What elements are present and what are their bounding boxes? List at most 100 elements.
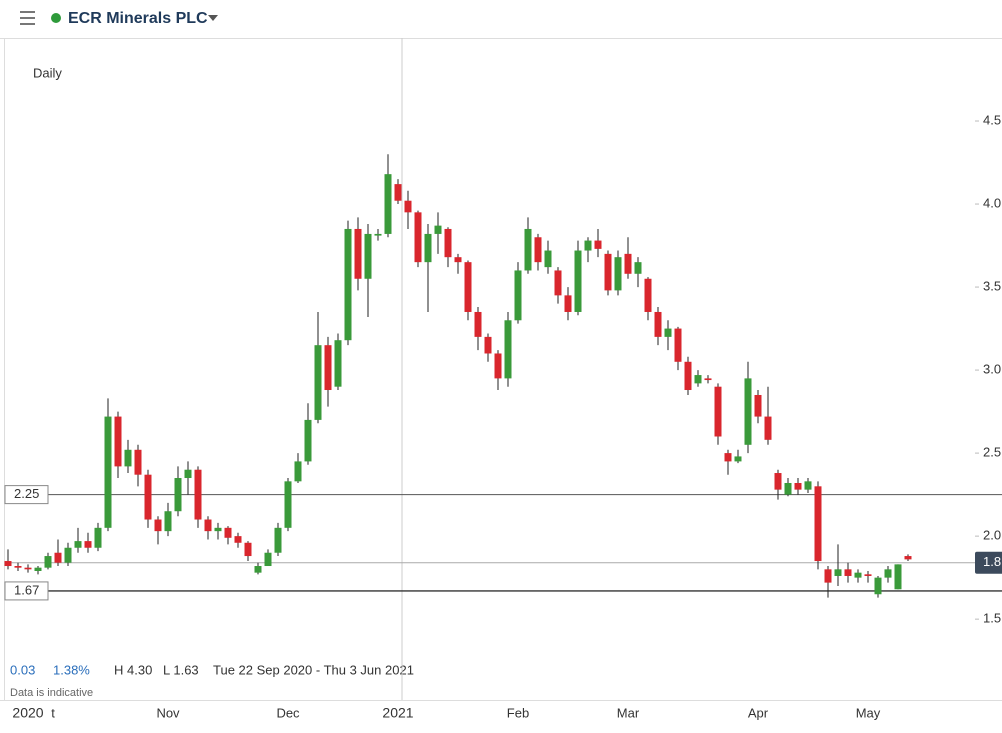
candle-body [724, 453, 732, 462]
y-tick-label: 2.5 [983, 445, 1001, 460]
x-tick-label: Nov [156, 705, 180, 720]
candle-body [874, 577, 882, 595]
candle-body [744, 378, 752, 445]
candle-body [34, 567, 42, 571]
candle-body [184, 469, 192, 479]
candle-body [264, 552, 272, 567]
candle-body [104, 416, 112, 528]
candle-body [54, 552, 62, 563]
candle-body [814, 486, 822, 562]
candle-body [294, 461, 302, 482]
candle-body [474, 311, 482, 337]
candle-body [464, 262, 472, 312]
candle-body [94, 527, 102, 548]
x-tick-label: May [856, 705, 881, 720]
candle-body [364, 233, 372, 279]
candle-body [504, 320, 512, 379]
level-label: 2.25 [14, 486, 39, 501]
candle-body [784, 482, 792, 495]
candle-body [74, 541, 82, 548]
candle-body [4, 561, 12, 567]
candle-body [754, 394, 762, 417]
candle-body [774, 473, 782, 490]
candle-body [664, 328, 672, 337]
candle-body [334, 340, 342, 387]
candle-body [64, 547, 72, 563]
candle-body [554, 270, 562, 296]
candle-body [704, 378, 712, 381]
candle-body [844, 569, 852, 576]
candle-body [764, 416, 772, 440]
candle-body [584, 240, 592, 251]
instrument-title[interactable]: ECR Minerals PLC [68, 10, 208, 27]
candle-body [384, 174, 392, 234]
candle-body [244, 542, 252, 557]
header-bar [0, 0, 1002, 38]
y-tick-label: 1.5 [983, 611, 1001, 626]
y-tick-label: 2.0 [983, 528, 1001, 543]
x-tick-label: Mar [617, 705, 640, 720]
candle-body [494, 353, 502, 379]
candle-body [654, 311, 662, 337]
candle-body [894, 564, 902, 590]
candle-body [444, 228, 452, 258]
candle-body [354, 228, 362, 279]
candle-body [274, 527, 282, 553]
candle-body [674, 328, 682, 362]
dropdown-caret[interactable] [208, 15, 218, 21]
candle-body [374, 233, 382, 236]
candle-body [804, 481, 812, 490]
candle-body [234, 536, 242, 543]
candle-body [174, 478, 182, 512]
menu-icon[interactable] [20, 11, 35, 25]
candle-body [44, 556, 52, 568]
level-box [4, 485, 49, 505]
candle-body [344, 228, 352, 341]
note: Data is indicative [10, 687, 93, 699]
last-price-box [975, 551, 1002, 574]
candle-body [394, 184, 402, 201]
candle-body [624, 253, 632, 274]
candle-body [514, 270, 522, 321]
candle-body [684, 361, 692, 391]
change-pct: 1.38% [53, 662, 90, 677]
candle-body [524, 228, 532, 271]
candle-body [14, 566, 22, 568]
candle-body [304, 419, 312, 462]
candle-body [864, 574, 872, 576]
y-tick-label: 3.5 [983, 279, 1001, 294]
candle-body [734, 456, 742, 462]
candle-body [224, 527, 232, 538]
candle-body [834, 569, 842, 576]
candle-body [634, 262, 642, 274]
status-dot [51, 13, 61, 23]
candle-body [904, 556, 912, 560]
candle-body [144, 474, 152, 520]
candle-body [644, 278, 652, 312]
candle-body [424, 233, 432, 263]
y-tick-label: 3.0 [983, 362, 1001, 377]
candle-body [164, 511, 172, 532]
candle-body [194, 469, 202, 520]
level-label: 1.67 [14, 582, 39, 597]
candle-body [594, 240, 602, 249]
candle-body [614, 257, 622, 291]
candle-body [254, 566, 262, 573]
candle-body [544, 250, 552, 268]
candle-body [534, 237, 542, 263]
candle-body [414, 212, 422, 263]
candle-body [84, 541, 92, 548]
x-tick-label: Dec [276, 705, 300, 720]
candle-body [854, 572, 862, 578]
candle-body [114, 416, 122, 467]
date-range: Tue 22 Sep 2020 - Thu 3 Jun 2021 [213, 662, 414, 677]
high: H 4.30 [114, 662, 152, 677]
candle-body [694, 375, 702, 384]
candle-body [154, 519, 162, 532]
candle-body [604, 253, 612, 291]
candle-body [324, 345, 332, 391]
x-tick-label: Apr [748, 705, 769, 720]
candle-body [214, 527, 222, 532]
level-box [4, 581, 49, 601]
